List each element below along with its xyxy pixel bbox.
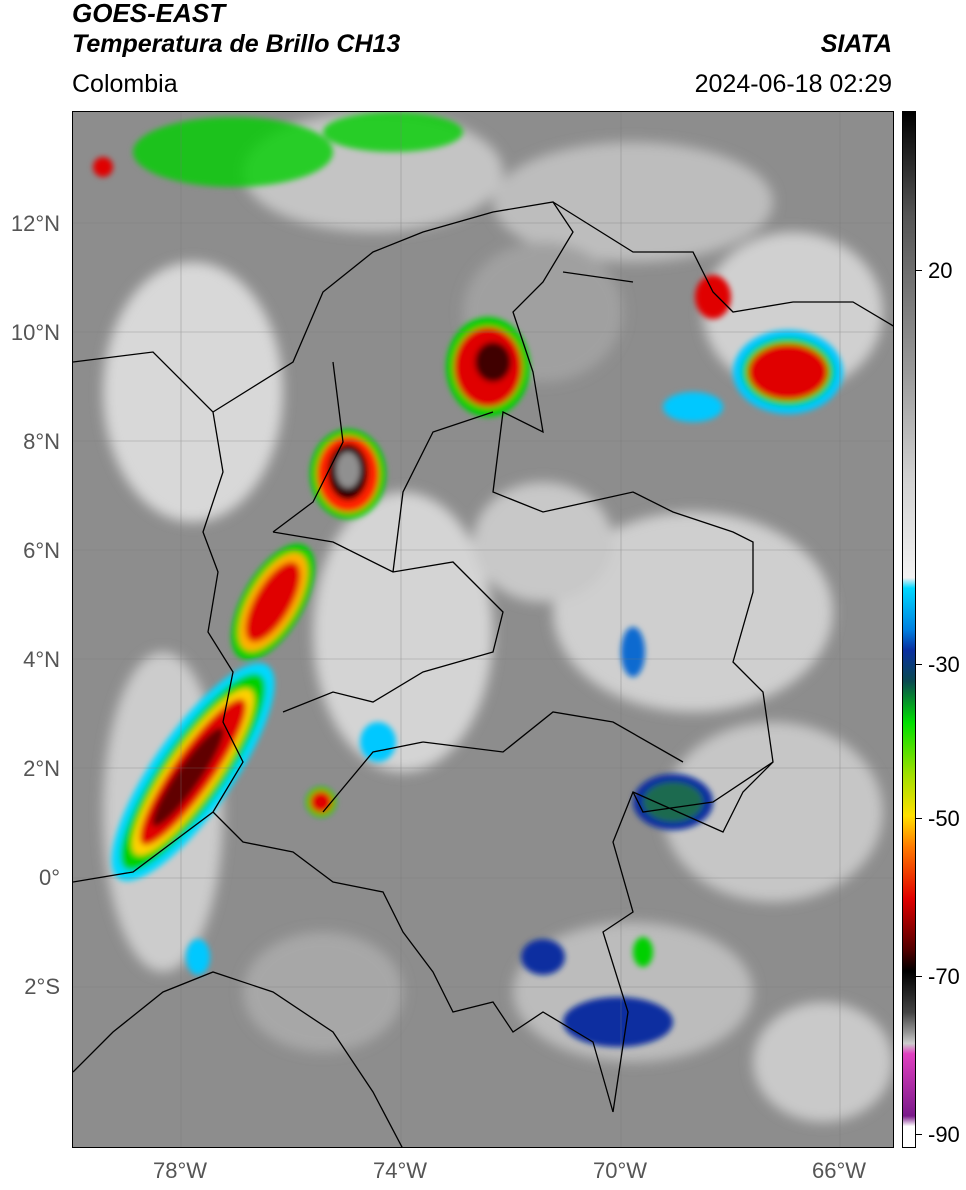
colorbar-tick — [916, 664, 922, 665]
lon-label: 74°W — [372, 1158, 428, 1183]
colorbar-label: -30 — [928, 652, 960, 677]
lon-label: 70°W — [592, 1158, 648, 1183]
colorbar-tick — [916, 818, 922, 819]
product-subtitle: Temperatura de Brillo CH13 — [72, 30, 401, 58]
colorbar-label: -90 — [928, 1122, 960, 1147]
lat-label: 12°N — [10, 211, 60, 236]
lat-label: 4°N — [23, 647, 60, 672]
datetime-label: 2024-06-18 02:29 — [694, 70, 892, 98]
colorbar-tick — [916, 976, 922, 977]
graticule — [73, 112, 893, 1147]
storm-cells — [93, 112, 843, 1047]
lat-label: 0° — [38, 865, 60, 890]
lat-label: 6°N — [23, 538, 60, 563]
lon-label: 78°W — [152, 1158, 208, 1183]
brand-label: SIATA — [820, 30, 892, 58]
borders — [73, 201, 893, 1147]
lat-label: 8°N — [23, 429, 60, 454]
colorbar-label: -70 — [928, 964, 960, 989]
lat-label: 2°N — [23, 756, 60, 781]
product-title: GOES-EAST — [72, 0, 226, 28]
colorbar — [902, 111, 916, 1148]
region-label: Colombia — [72, 70, 178, 98]
colorbar-tick — [916, 270, 922, 271]
colorbar-label: 20 — [928, 258, 953, 283]
lat-label: 2°S — [24, 974, 60, 999]
lon-label: 66°W — [811, 1158, 867, 1183]
lat-label: 10°N — [10, 320, 60, 345]
satellite-map[interactable] — [72, 111, 894, 1148]
map-canvas — [73, 112, 893, 1147]
colorbar-label: -50 — [928, 806, 960, 831]
colorbar-tick — [916, 1134, 922, 1135]
